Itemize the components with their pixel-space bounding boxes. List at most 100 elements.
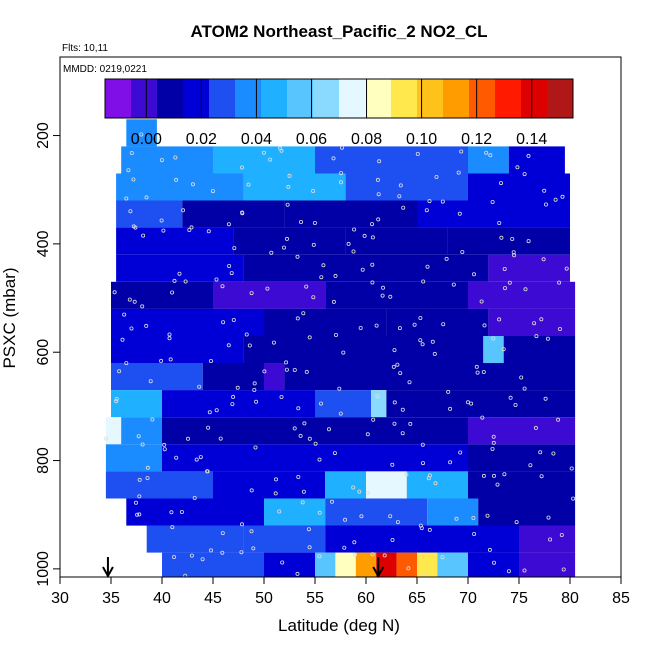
sample-marker: [137, 512, 142, 517]
sample-marker: [362, 233, 367, 238]
sample-marker: [398, 183, 403, 188]
marker-arrows: [102, 557, 385, 579]
sample-marker: [333, 332, 338, 337]
sample-marker: [306, 527, 311, 532]
sample-marker: [365, 432, 370, 437]
sample-marker: [112, 290, 117, 295]
x-tick-label: 75: [510, 590, 528, 607]
x-tick-label: 80: [561, 590, 579, 607]
sample-marker: [311, 295, 316, 300]
sample-marker: [490, 446, 495, 451]
colorbar-tick-label: 0.08: [351, 131, 382, 148]
heatmap-cell: [345, 173, 468, 201]
sample-marker: [161, 228, 166, 233]
sample-marker: [558, 326, 563, 331]
sample-marker: [497, 220, 502, 225]
sample-marker: [214, 277, 219, 282]
sample-marker: [311, 242, 316, 247]
sample-marker: [286, 184, 291, 189]
sample-marker: [424, 208, 429, 213]
sample-marker: [418, 338, 423, 343]
sample-marker: [415, 151, 420, 156]
sample-marker: [539, 474, 544, 479]
sample-marker: [239, 522, 244, 527]
heatmap-cell: [366, 471, 407, 499]
sample-marker: [104, 436, 109, 441]
heatmap-cell: [478, 498, 576, 526]
sample-marker: [523, 287, 528, 292]
sample-marker: [456, 170, 461, 175]
sample-marker: [148, 379, 153, 384]
date-info: MMDD: 0219,0221: [63, 64, 147, 75]
sample-marker: [244, 332, 249, 337]
sample-marker: [408, 421, 413, 426]
sample-marker: [231, 317, 236, 322]
sample-marker: [420, 442, 425, 447]
sample-marker: [159, 218, 164, 223]
sample-marker: [265, 286, 270, 291]
sample-marker: [432, 351, 437, 356]
y-tick-label: 800: [35, 447, 52, 474]
sample-marker: [281, 245, 286, 250]
sample-marker: [420, 461, 425, 466]
sample-marker: [124, 361, 129, 366]
sample-marker: [332, 451, 337, 456]
sample-marker: [440, 555, 445, 560]
colorbar-swatch: [157, 79, 184, 118]
arrow-head: [372, 566, 385, 579]
x-tick-label: 45: [204, 590, 222, 607]
sample-marker: [365, 490, 370, 495]
sample-marker: [506, 569, 511, 574]
sample-marker: [404, 472, 409, 477]
colorbar-swatch: [443, 79, 470, 118]
sample-marker: [400, 407, 405, 412]
sample-marker: [498, 181, 503, 186]
sample-marker: [412, 322, 417, 327]
sample-marker: [133, 500, 138, 505]
sample-marker: [301, 311, 306, 316]
sample-marker: [136, 434, 141, 439]
x-axis: 30 35 40 45 50 55 60 65 70 75 80 85: [51, 576, 630, 607]
colorbar-swatch: [469, 79, 496, 118]
x-tick-label: 35: [102, 590, 120, 607]
sample-marker: [369, 222, 374, 227]
heatmap-cell: [315, 390, 372, 418]
sample-marker: [388, 514, 393, 519]
sample-marker: [491, 440, 496, 445]
sample-marker: [454, 516, 459, 521]
heatmap-cell: [162, 417, 315, 445]
sample-marker: [406, 566, 411, 571]
heatmap-cell: [264, 363, 285, 391]
sample-marker: [561, 567, 566, 572]
sample-marker: [564, 266, 569, 271]
heatmap-cell: [213, 471, 326, 499]
sample-marker: [167, 332, 172, 337]
colorbar-tick-label: 0.06: [296, 131, 327, 148]
sample-marker: [541, 257, 546, 262]
sample-marker: [538, 450, 543, 455]
sample-marker: [472, 532, 477, 537]
sample-marker: [376, 217, 381, 222]
sample-marker: [269, 250, 274, 255]
sample-marker: [374, 323, 379, 328]
sample-marker: [304, 284, 309, 289]
sample-marker: [375, 177, 380, 182]
sample-marker: [205, 469, 210, 474]
heatmap-cell: [146, 525, 244, 553]
sample-marker: [444, 256, 449, 261]
sample-marker: [240, 211, 245, 216]
sample-marker: [317, 554, 322, 559]
sample-marker: [370, 280, 375, 285]
sample-marker: [307, 436, 312, 441]
heatmap-cell: [417, 200, 570, 228]
sample-marker: [292, 367, 297, 372]
sample-marker: [159, 358, 164, 363]
sample-marker: [174, 455, 179, 460]
sample-marker: [370, 235, 375, 240]
sample-marker: [440, 199, 445, 204]
sample-marker: [329, 499, 334, 504]
colorbar-swatch: [391, 79, 418, 118]
sample-marker: [391, 364, 396, 369]
sample-marker: [508, 395, 513, 400]
sample-marker: [273, 477, 278, 482]
